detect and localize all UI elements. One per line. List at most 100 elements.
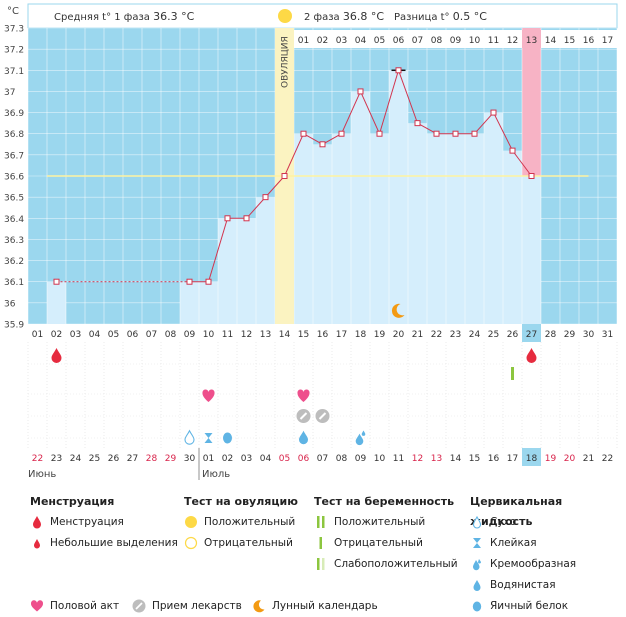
temperature-bar xyxy=(47,281,66,324)
legend-pregnancy-negative-item: Отрицательный xyxy=(314,533,458,554)
y-tick-label: 36.2 xyxy=(4,257,24,267)
temperature-point xyxy=(376,130,383,137)
legend-ovulation-test-title: Тест на овуляцию xyxy=(184,495,298,508)
y-tick-label: 36.5 xyxy=(4,194,24,204)
legend-cervical-sticky-item: Клейкая xyxy=(470,533,626,554)
cycle-day-label: 05 xyxy=(108,330,119,340)
temperature-bar xyxy=(313,144,332,324)
calendar-date-label: 01 xyxy=(203,454,214,464)
phase2-average-label: 2 фаза 36.8 °C xyxy=(304,10,384,23)
legend-lunar-label: Лунный календарь xyxy=(272,600,378,612)
legend-cervical-eggwhite-item: Яичный белок xyxy=(470,596,626,617)
calendar-date-labels: 22 23 24 25 26 27 28 29 30 01 02 03 04 05 06 07 08 09 10 11… xyxy=(32,448,613,466)
y-tick-label: 36.9 xyxy=(4,109,24,119)
y-tick-label: 36.3 xyxy=(4,236,24,246)
calendar-date-label: 21 xyxy=(583,454,594,464)
sun-filled-icon xyxy=(185,516,197,528)
y-tick-label: 36 xyxy=(4,299,16,309)
temperature-bar xyxy=(484,112,503,324)
calendar-date-label: 15 xyxy=(469,454,480,464)
phase1-average-label: Средняя t° 1 фаза 36.3 °C xyxy=(54,10,195,23)
calendar-date-label: 05 xyxy=(279,454,290,464)
highlight-day-column xyxy=(522,28,541,176)
calendar-date-label: 06 xyxy=(298,454,310,464)
legend-medicine-label: Прием лекарств xyxy=(152,600,242,612)
phase2-day-label: 11 xyxy=(488,36,499,46)
calendar-date-label: 23 xyxy=(51,454,62,464)
pill-icon xyxy=(132,599,146,613)
y-tick-label: 35.9 xyxy=(4,321,24,331)
temperature-point xyxy=(528,173,535,179)
y-tick-label: 36.6 xyxy=(4,173,24,183)
temperature-point xyxy=(224,215,231,222)
legend-cervical-creamy-item: Кремообразная xyxy=(470,554,626,575)
legend-intercourse-label: Половой акт xyxy=(50,600,120,612)
drop-filled-icon xyxy=(473,580,481,591)
legend-cervical-creamy-label: Кремообразная xyxy=(490,558,577,570)
cycle-day-label: 23 xyxy=(450,330,461,340)
pill-icon-stripe xyxy=(318,412,327,420)
y-tick-label: 36.4 xyxy=(4,215,24,225)
temperature-line-segment xyxy=(284,133,304,177)
test-double-line-icon xyxy=(317,516,325,528)
temperature-point xyxy=(262,194,269,201)
legend-cervical-watery-item: Водянистая xyxy=(470,575,626,596)
month-label-july: Июль xyxy=(202,469,230,480)
phase2-day-label: 16 xyxy=(583,36,595,46)
temperature-line-segment xyxy=(474,112,494,135)
temperature-bar xyxy=(199,281,218,324)
y-tick-label: 36.1 xyxy=(4,278,24,288)
phase2-day-label: 17 xyxy=(602,36,613,46)
cycle-day-label: 02 xyxy=(51,330,62,340)
temperature-point xyxy=(490,109,497,116)
y-tick-label: 37.1 xyxy=(4,67,24,77)
temperature-bar xyxy=(446,133,465,324)
temperature-bar xyxy=(218,218,237,324)
calendar-date-label: 24 xyxy=(70,454,82,464)
period-drop-icon xyxy=(51,348,62,363)
y-unit-label: °C xyxy=(7,6,19,17)
pill-icon-stripe xyxy=(299,412,308,420)
event-markers xyxy=(27,342,618,448)
phase2-day-label: 08 xyxy=(431,36,443,46)
pregnancy-test-icon xyxy=(511,367,514,380)
temperature-line-segment xyxy=(512,150,532,177)
phase2-day-label: 03 xyxy=(336,36,347,46)
temperature-point xyxy=(205,278,212,285)
heart-icon xyxy=(202,389,215,402)
y-tick-label: 36.8 xyxy=(4,130,24,140)
creamy-drop-icon xyxy=(355,433,364,446)
lunar-markers xyxy=(391,303,405,318)
temperature-bar xyxy=(427,133,446,324)
temperature-point xyxy=(509,147,516,154)
spotting-drop-icon xyxy=(34,539,40,549)
temperature-bar xyxy=(237,218,256,324)
cycle-day-label: 26 xyxy=(507,330,519,340)
heart-icon xyxy=(297,389,310,402)
legend-ovulation-negative-label: Отрицательный xyxy=(204,537,293,549)
calendar-date-label: 10 xyxy=(374,454,386,464)
cycle-day-label: 09 xyxy=(184,330,196,340)
temperature-bar xyxy=(408,123,427,325)
temperature-point xyxy=(452,130,459,137)
heart-icon xyxy=(30,600,44,612)
month-labels: Июнь Июль xyxy=(28,448,230,480)
calendar-date-label: 04 xyxy=(260,454,272,464)
temperature-difference-label: Разница t° 0.5 °C xyxy=(394,10,487,23)
cycle-day-label: 03 xyxy=(70,330,81,340)
legend-pregnancy-test-title: Тест на беременность xyxy=(314,495,455,508)
cycle-day-label: 11 xyxy=(222,330,233,340)
creamy-drop-icon xyxy=(473,559,481,571)
temperature-bar xyxy=(522,176,541,324)
temperature-line-segment xyxy=(303,133,323,145)
phase2-average-value: 36.8 °C xyxy=(343,10,384,23)
phase2-day-label: 01 xyxy=(298,36,309,46)
temperature-line-segment xyxy=(360,91,380,134)
cycle-day-label: 07 xyxy=(146,330,157,340)
calendar-date-highlight xyxy=(522,448,541,466)
calendar-date-label: 11 xyxy=(393,454,404,464)
temperature-line-segment xyxy=(322,133,342,145)
temperature-points xyxy=(53,67,535,285)
legend-ovulation-positive-item: Положительный xyxy=(184,512,298,533)
y-tick-label: 37 xyxy=(4,88,15,98)
